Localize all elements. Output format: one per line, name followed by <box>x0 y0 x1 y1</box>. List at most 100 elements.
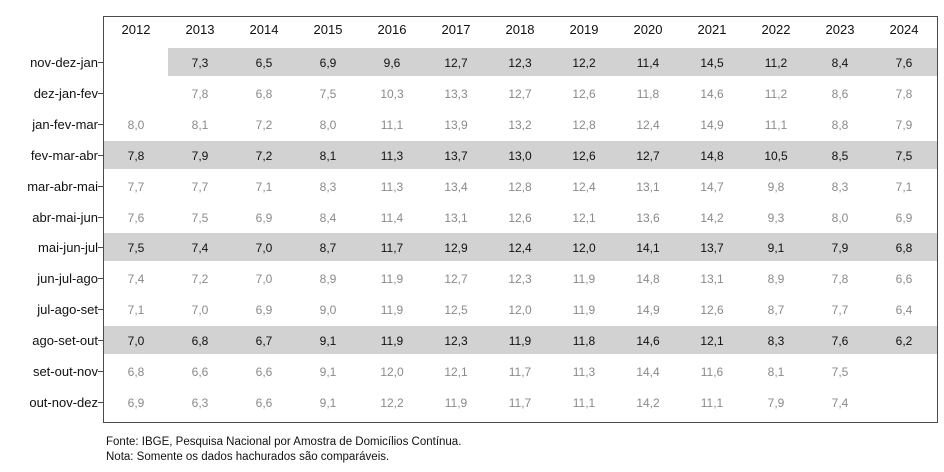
table-cell: 12,4 <box>572 179 596 194</box>
highlight-band <box>104 326 937 355</box>
table-cell: 7,7 <box>831 303 849 318</box>
table-cell: 6,8 <box>255 86 273 101</box>
axis-tick <box>98 92 103 94</box>
table-cell: 12,2 <box>380 395 404 410</box>
table-cell: 12,8 <box>508 179 532 194</box>
table-cell: 12,3 <box>508 56 532 70</box>
table-cell: 7,1 <box>127 303 145 318</box>
table-cell: 7,6 <box>895 56 913 70</box>
table-cell: 11,9 <box>380 334 404 349</box>
table-cell: 6,8 <box>127 365 145 379</box>
row-label: set-out-nov <box>32 364 98 379</box>
row-label: mar-abr-mai <box>27 178 98 194</box>
table-cell: 8,9 <box>319 272 337 287</box>
table-cell: 7,4 <box>191 241 209 256</box>
table-cell: 7,9 <box>831 241 849 256</box>
row-label: abr-mai-jun <box>32 209 98 225</box>
table-cell: 14,9 <box>700 117 724 132</box>
table-cell: 7,6 <box>831 334 849 349</box>
axis-tick <box>98 401 103 403</box>
row-label: jun-jul-ago <box>37 271 98 287</box>
table-cell: 6,9 <box>319 56 337 70</box>
table-cell: 7,5 <box>191 210 209 225</box>
table-cell: 6,4 <box>895 303 913 318</box>
table-cell: 11,8 <box>572 334 596 349</box>
table-cell: 13,4 <box>444 179 468 194</box>
table-cell: 7,1 <box>895 179 913 194</box>
table-cell: 12,9 <box>444 241 468 256</box>
column-header: 2017 <box>441 22 471 37</box>
table-cell: 7,8 <box>191 86 209 101</box>
table-cell: 11,9 <box>380 303 404 318</box>
table-cell: 11,6 <box>700 365 724 379</box>
axis-tick <box>98 278 103 280</box>
table-cell: 7,9 <box>767 395 785 410</box>
table-cell: 7,8 <box>831 272 849 287</box>
table-cell: 12,7 <box>508 86 532 101</box>
table-cell: 6,6 <box>895 272 913 287</box>
table-cell: 14,6 <box>700 86 724 101</box>
table-cell: 12,3 <box>444 334 468 349</box>
table-cell: 6,2 <box>895 334 913 349</box>
table-cell: 9,6 <box>383 56 401 70</box>
row-label: dez-jan-fev <box>33 85 98 101</box>
table-cell: 13,7 <box>444 148 468 163</box>
table-cell: 12,7 <box>444 272 468 287</box>
footnote: Nota: Somente os dados hachurados são co… <box>106 451 390 463</box>
table-cell: 7,0 <box>191 303 209 318</box>
table-frame <box>103 16 938 423</box>
table-cell: 13,3 <box>444 86 468 101</box>
table-cell: 13,6 <box>636 210 660 225</box>
table-cell: 7,5 <box>895 148 913 163</box>
row-label: fev-mar-abr <box>30 147 98 163</box>
table-cell: 12,4 <box>508 241 532 256</box>
table-cell: 8,5 <box>831 148 849 163</box>
table-cell: 7,0 <box>127 334 145 349</box>
table-cell: 10,3 <box>380 86 404 101</box>
axis-tick <box>98 247 103 249</box>
table-cell: 12,0 <box>508 303 532 318</box>
source-note: Fonte: IBGE, Pesquisa Nacional por Amost… <box>106 436 462 448</box>
table-cell: 11,2 <box>764 56 788 70</box>
table-cell: 12,0 <box>572 241 596 256</box>
table-cell: 12,6 <box>572 148 596 163</box>
table-cell: 7,2 <box>255 148 273 163</box>
highlight-band <box>104 140 937 169</box>
column-header: 2023 <box>825 22 855 37</box>
table-cell: 8,8 <box>831 117 849 132</box>
table-cell: 11,1 <box>700 395 724 410</box>
table-cell: 14,8 <box>636 272 660 287</box>
table-cell: 8,1 <box>319 148 337 163</box>
table-cell: 14,6 <box>636 334 660 349</box>
table-cell: 7,2 <box>255 117 273 132</box>
row-label: jan-fev-mar <box>32 116 98 132</box>
table-cell: 12,3 <box>508 272 532 287</box>
row-label: jul-ago-set <box>37 302 98 318</box>
table-cell: 11,9 <box>444 395 468 410</box>
table-cell: 9,1 <box>319 365 337 379</box>
table-cell: 7,6 <box>127 210 145 225</box>
axis-tick <box>98 216 103 218</box>
table-cell: 7,0 <box>255 272 273 287</box>
table-cell: 11,1 <box>380 117 404 132</box>
table-cell: 7,1 <box>255 179 273 194</box>
table-cell: 6,3 <box>191 395 209 410</box>
table-cell: 12,1 <box>700 334 724 349</box>
table-cell: 8,1 <box>191 117 209 132</box>
table-cell: 6,7 <box>255 334 273 349</box>
table-cell: 14,9 <box>636 303 660 318</box>
table-cell: 13,7 <box>700 241 724 256</box>
highlight-band <box>104 233 937 262</box>
table-cell: 8,7 <box>319 241 337 256</box>
table-cell: 8,9 <box>767 272 785 287</box>
table-cell: 11,3 <box>572 365 596 379</box>
table-cell: 8,0 <box>127 117 145 132</box>
table-cell: 14,2 <box>700 210 724 225</box>
table-cell: 7,8 <box>127 148 145 163</box>
table-cell: 12,4 <box>636 117 660 132</box>
table-cell: 11,9 <box>380 272 404 287</box>
column-header: 2024 <box>889 22 919 37</box>
table-cell: 12,1 <box>572 210 596 225</box>
table-cell: 8,0 <box>831 210 849 225</box>
row-label: out-nov-dez <box>29 394 98 410</box>
